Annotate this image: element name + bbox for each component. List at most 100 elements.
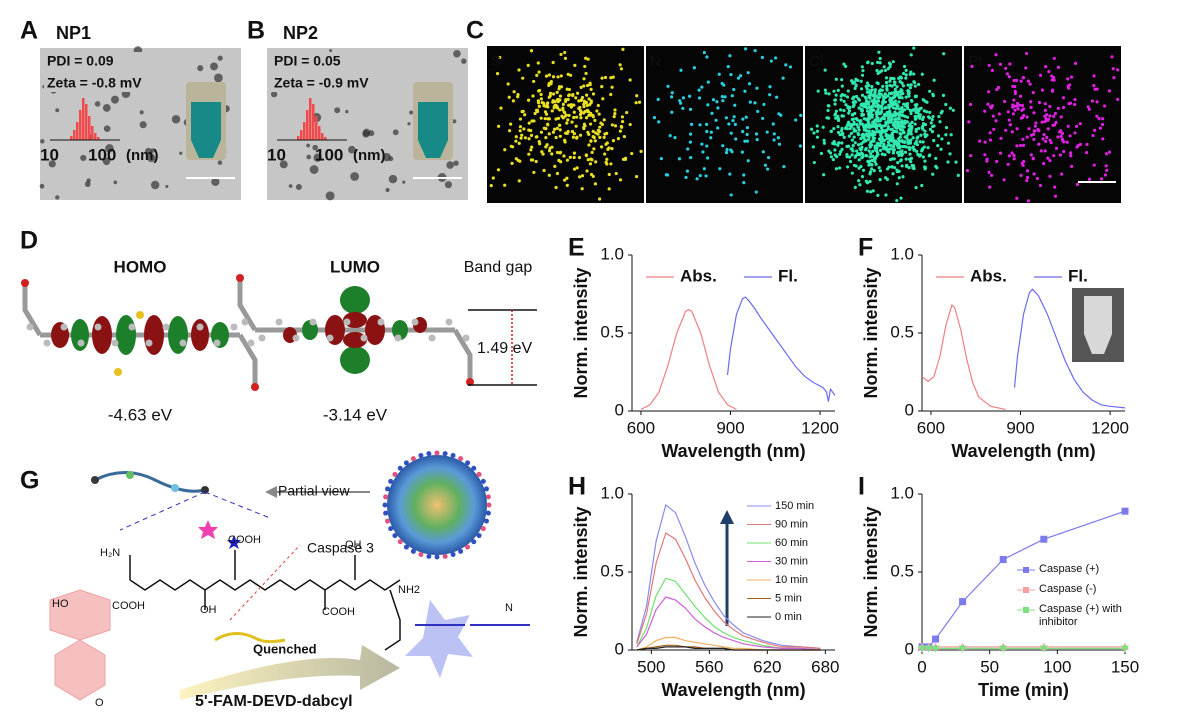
element-dot bbox=[688, 107, 693, 111]
element-dot bbox=[877, 92, 881, 96]
element-dot bbox=[891, 123, 895, 127]
element-dot bbox=[572, 151, 577, 155]
element-dot bbox=[901, 130, 906, 134]
element-dot bbox=[547, 149, 552, 153]
element-dot bbox=[847, 123, 851, 127]
element-dot bbox=[590, 150, 594, 155]
element-dot bbox=[550, 109, 554, 113]
element-dot bbox=[907, 94, 911, 98]
element-dot bbox=[1052, 78, 1056, 82]
element-dot bbox=[1013, 91, 1018, 96]
element-dot bbox=[815, 124, 819, 128]
element-dot bbox=[895, 151, 900, 155]
orbital-energy: -4.63 eV bbox=[108, 405, 173, 424]
element-dot bbox=[912, 72, 916, 76]
element-dot bbox=[866, 102, 871, 106]
element-dot bbox=[896, 146, 900, 150]
element-dot bbox=[1019, 79, 1023, 83]
element-dot bbox=[946, 160, 950, 164]
element-dot bbox=[554, 135, 558, 140]
marker bbox=[1039, 645, 1048, 653]
element-dot bbox=[878, 56, 882, 61]
element-dot bbox=[1028, 82, 1032, 86]
element-dot bbox=[1065, 140, 1069, 144]
element-dot bbox=[900, 81, 904, 85]
element-dot bbox=[725, 148, 729, 152]
legend-label: 150 min bbox=[775, 500, 814, 512]
element-dot bbox=[588, 102, 592, 107]
element-dot bbox=[908, 152, 912, 156]
particle bbox=[211, 177, 220, 186]
element-dot bbox=[1033, 124, 1037, 128]
element-dot bbox=[942, 52, 946, 56]
element-dot bbox=[518, 129, 522, 133]
element-dot bbox=[1103, 173, 1108, 177]
element-dot bbox=[907, 157, 912, 161]
element-dot bbox=[908, 131, 912, 135]
element-dot bbox=[921, 115, 925, 119]
element-dot bbox=[583, 124, 587, 128]
atom bbox=[145, 339, 153, 347]
element-dot bbox=[544, 126, 548, 131]
element-dot bbox=[834, 109, 838, 113]
element-dot bbox=[603, 152, 607, 156]
element-dot bbox=[816, 89, 820, 93]
particle bbox=[295, 183, 302, 191]
element-dot bbox=[1053, 111, 1058, 116]
element-dot bbox=[1104, 164, 1108, 168]
element-dot bbox=[999, 151, 1003, 155]
element-dot bbox=[845, 127, 849, 131]
element-dot bbox=[1078, 142, 1083, 146]
element-dot bbox=[857, 166, 861, 170]
element-dot bbox=[857, 106, 861, 110]
chem-group: COOH bbox=[112, 600, 145, 612]
eds-map bbox=[805, 46, 962, 203]
atom bbox=[21, 279, 29, 287]
element-dot bbox=[537, 89, 541, 93]
element-dot bbox=[873, 146, 877, 150]
element-dot bbox=[1087, 107, 1091, 111]
element-dot bbox=[491, 176, 495, 180]
element-dot bbox=[872, 169, 876, 173]
series-line bbox=[636, 596, 821, 651]
element-dot bbox=[937, 114, 941, 119]
element-dot bbox=[521, 76, 525, 80]
surface-ligand bbox=[385, 486, 391, 492]
element-dot bbox=[882, 124, 887, 128]
element-dot bbox=[666, 84, 670, 88]
element-dot bbox=[840, 78, 844, 82]
element-dot bbox=[900, 89, 904, 93]
element-dot bbox=[1059, 115, 1063, 119]
element-dot bbox=[836, 117, 841, 121]
element-dot bbox=[555, 126, 559, 131]
element-dot bbox=[888, 65, 892, 69]
element-dot bbox=[553, 103, 557, 108]
element-dot bbox=[932, 78, 936, 82]
surface-ligand bbox=[382, 502, 388, 508]
element-dot bbox=[846, 106, 850, 110]
particle bbox=[306, 154, 312, 160]
y-axis-label: Norm. intensity bbox=[861, 267, 881, 398]
element-dot bbox=[1020, 161, 1024, 165]
panel-letter: G bbox=[20, 467, 39, 495]
element-dot bbox=[1035, 176, 1039, 181]
element-dot bbox=[867, 121, 871, 125]
element-dot bbox=[587, 97, 591, 101]
element-dot bbox=[734, 137, 738, 141]
particle bbox=[453, 49, 461, 58]
element-dot bbox=[864, 102, 868, 107]
element-dot bbox=[1045, 113, 1049, 117]
element-dot bbox=[921, 122, 926, 126]
element-dot bbox=[918, 140, 922, 144]
element-dot bbox=[741, 129, 745, 134]
element-dot bbox=[1095, 100, 1099, 104]
element-dot bbox=[616, 137, 621, 141]
element-dot bbox=[890, 133, 894, 137]
orbital-lobe bbox=[340, 286, 370, 314]
element-dot bbox=[900, 164, 904, 168]
element-dot bbox=[1048, 114, 1052, 118]
element-dot bbox=[858, 183, 862, 187]
legend-marker bbox=[1023, 567, 1029, 573]
x-tick-label: 620 bbox=[753, 657, 781, 676]
element-dot bbox=[1034, 121, 1038, 125]
